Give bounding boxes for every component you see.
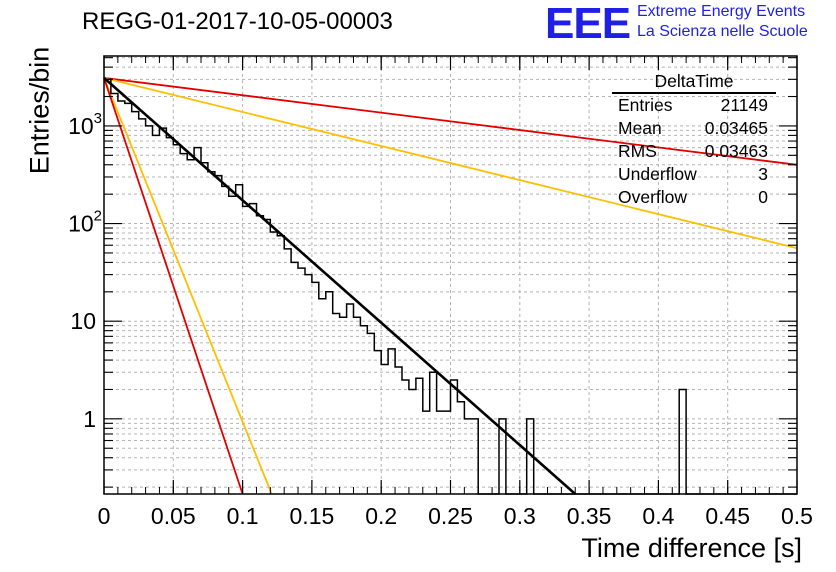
y-tick-base: 10 <box>68 113 94 139</box>
stats-row-underflow: Underflow 3 <box>612 163 776 186</box>
stats-value: 21149 <box>720 95 768 115</box>
eee-logo: EEE <box>545 0 631 48</box>
y-tick-base: 10 <box>68 211 94 237</box>
stats-row-entries: Entries 21149 <box>612 94 776 117</box>
y-tick-label: 10 <box>70 308 96 334</box>
y-tick-label: 1 <box>83 406 96 432</box>
stats-label: Underflow <box>618 164 697 184</box>
x-tick-label: 0.45 <box>705 503 750 529</box>
axis-ticks <box>103 56 798 494</box>
curve-black-0 <box>103 76 577 495</box>
stats-row-mean: Mean 0.03465 <box>612 117 776 140</box>
x-tick-label: 0.05 <box>151 503 196 529</box>
stats-label: RMS <box>618 141 657 161</box>
x-tick-label: 0.25 <box>428 503 473 529</box>
x-tick-label: 0.2 <box>365 503 397 529</box>
logo-line-2: La Scienza nelle Scuole <box>637 23 808 40</box>
tick-labels: 0 0.05 0.1 0.15 0.2 0.25 0.3 0.35 0.4 0.45 0.51101… <box>68 110 813 529</box>
stats-title: DeltaTime <box>612 70 776 94</box>
chart-title: REGG-01-2017-10-05-00003 <box>82 8 393 35</box>
x-tick-label: 0.1 <box>227 503 259 529</box>
y-tick-exponent: 2 <box>94 208 102 225</box>
stats-value: 0 <box>758 187 768 207</box>
stats-label: Mean <box>618 118 662 138</box>
curve-red-1 <box>103 77 798 166</box>
curve-orange-3 <box>103 77 273 495</box>
x-axis-label: Time difference [s] <box>581 533 802 563</box>
x-tick-label: 0 <box>98 503 111 529</box>
stats-row-overflow: Overflow 0 <box>612 186 776 209</box>
x-tick-label: 0.3 <box>504 503 536 529</box>
logo-line-1: Extreme Energy Events <box>637 3 806 20</box>
stats-value: 0.03463 <box>704 141 768 161</box>
x-tick-label: 0.5 <box>781 503 813 529</box>
curve-red-4 <box>103 77 244 495</box>
y-tick-label: 103 <box>68 110 102 139</box>
stats-row-rms: RMS 0.03463 <box>612 140 776 163</box>
x-tick-label: 0.4 <box>642 503 674 529</box>
x-tick-label: 0.15 <box>290 503 335 529</box>
curves <box>103 77 798 495</box>
stats-label: Entries <box>618 95 673 115</box>
stats-box: DeltaTime Entries 21149 Mean 0.03465 RMS… <box>612 70 776 209</box>
y-tick-label: 102 <box>68 208 102 237</box>
x-tick-label: 0.35 <box>567 503 612 529</box>
y-axis-label: Entries/bin <box>24 46 55 175</box>
stats-value: 0.03465 <box>704 118 768 138</box>
stats-label: Overflow <box>618 187 688 207</box>
y-tick-exponent: 3 <box>94 110 102 127</box>
curve-orange-2 <box>103 77 798 250</box>
stats-value: 3 <box>758 164 768 184</box>
